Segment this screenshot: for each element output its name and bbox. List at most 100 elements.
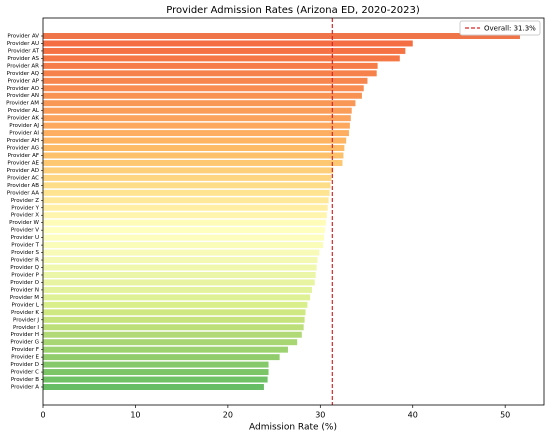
x-tick-label: 20 <box>223 411 233 420</box>
bar <box>43 62 378 69</box>
plot-frame <box>42 17 545 406</box>
bar <box>43 137 347 144</box>
x-tick-label: 10 <box>130 411 140 420</box>
y-tick-label: Provider AO <box>7 86 40 92</box>
bar <box>43 384 264 390</box>
y-tick-label: Provider AK <box>7 116 39 122</box>
legend-box <box>459 20 541 36</box>
y-tick-label: Provider AR <box>7 63 39 69</box>
bar <box>43 189 330 196</box>
y-tick-label: Provider H <box>10 332 39 338</box>
y-tick-label: Provider AS <box>7 56 39 62</box>
y-tick-label: Provider C <box>11 370 39 376</box>
bar <box>43 40 413 47</box>
bar <box>43 257 318 264</box>
y-tick-label: Provider P <box>11 272 39 278</box>
y-tick-label: Provider X <box>11 213 39 219</box>
y-tick-label: Provider O <box>10 280 39 286</box>
y-tick-label: Provider I <box>13 325 39 331</box>
y-tick-label: Provider AJ <box>9 123 39 129</box>
x-axis-label: Admission Rate (%) <box>249 423 337 433</box>
bar <box>43 77 368 84</box>
y-tick-label: Provider AT <box>8 48 40 54</box>
y-tick-label: Provider AH <box>7 138 39 144</box>
x-tick-label: 50 <box>500 411 510 420</box>
y-tick-label: Provider AV <box>7 34 39 40</box>
bar <box>43 130 349 137</box>
y-tick-label: Provider L <box>12 302 40 308</box>
bar <box>43 167 334 174</box>
bar <box>43 264 317 271</box>
legend-label: Overall: 31.3% <box>484 25 536 33</box>
y-tick-label: Provider AB <box>7 183 39 189</box>
bar <box>43 286 312 293</box>
y-tick-label: Provider AQ <box>7 71 40 77</box>
y-tick-label: Provider AI <box>9 131 39 137</box>
y-tick-label: Provider Y <box>11 205 39 211</box>
y-tick-label: Provider T <box>11 243 39 249</box>
bar <box>43 47 406 54</box>
y-tick-label: Provider AC <box>7 175 39 181</box>
y-tick-label: Provider W <box>9 220 39 226</box>
bar <box>43 242 324 249</box>
y-tick-label: Provider AM <box>6 101 39 107</box>
y-tick-label: Provider V <box>11 228 39 234</box>
y-tick-label: Provider AN <box>7 93 39 99</box>
bar <box>43 212 327 219</box>
bar <box>43 331 302 338</box>
bar <box>43 294 311 301</box>
y-tick-label: Provider R <box>11 258 39 264</box>
y-tick-label: Provider M <box>10 295 39 301</box>
y-tick-label: Provider B <box>11 377 39 383</box>
bar <box>43 361 269 368</box>
y-tick-label: Provider AG <box>7 146 39 152</box>
bar <box>43 85 364 92</box>
bar <box>43 204 328 211</box>
bar <box>43 354 280 361</box>
bar <box>43 145 345 152</box>
y-tick-label: Provider AA <box>7 190 39 196</box>
chart-title: Provider Admission Rates (Arizona ED, 20… <box>166 5 420 16</box>
bar <box>43 115 351 122</box>
y-tick-label: Provider U <box>11 235 39 241</box>
bar <box>43 309 306 316</box>
y-tick-label: Provider G <box>10 340 39 346</box>
bar <box>43 92 362 99</box>
y-tick-label: Provider AP <box>8 78 40 84</box>
bar <box>43 369 269 376</box>
bar <box>43 159 343 166</box>
bar <box>43 33 520 39</box>
y-tick-label: Provider Q <box>10 265 39 271</box>
bar <box>43 100 356 107</box>
y-tick-label: Provider F <box>11 347 39 353</box>
bar <box>43 70 377 77</box>
y-tick-label: Provider E <box>11 355 39 361</box>
bar <box>43 316 305 323</box>
bar <box>43 107 352 114</box>
x-tick-label: 40 <box>408 411 418 420</box>
bar <box>43 174 332 181</box>
y-tick-label: Provider AD <box>7 168 39 174</box>
bar <box>43 197 329 204</box>
y-tick-label: Provider D <box>10 362 39 368</box>
y-tick-label: Provider AL <box>8 108 40 114</box>
x-tick-label: 30 <box>315 411 325 420</box>
y-tick-label: Provider K <box>11 310 39 316</box>
y-tick-label: Provider AU <box>7 41 39 47</box>
bar <box>43 324 304 331</box>
bar <box>43 301 308 308</box>
bar <box>43 55 400 62</box>
y-tick-label: Provider N <box>10 287 39 293</box>
bar <box>43 219 326 226</box>
bar <box>43 271 316 278</box>
bar <box>43 182 331 189</box>
bar <box>43 346 288 353</box>
bar <box>43 234 325 241</box>
y-tick-label: Provider A <box>11 385 39 391</box>
y-tick-label: Provider J <box>13 317 39 323</box>
y-tick-label: Provider AF <box>8 153 39 159</box>
bar <box>43 249 320 256</box>
y-tick-label: Provider AE <box>7 160 39 166</box>
bar <box>43 122 350 129</box>
